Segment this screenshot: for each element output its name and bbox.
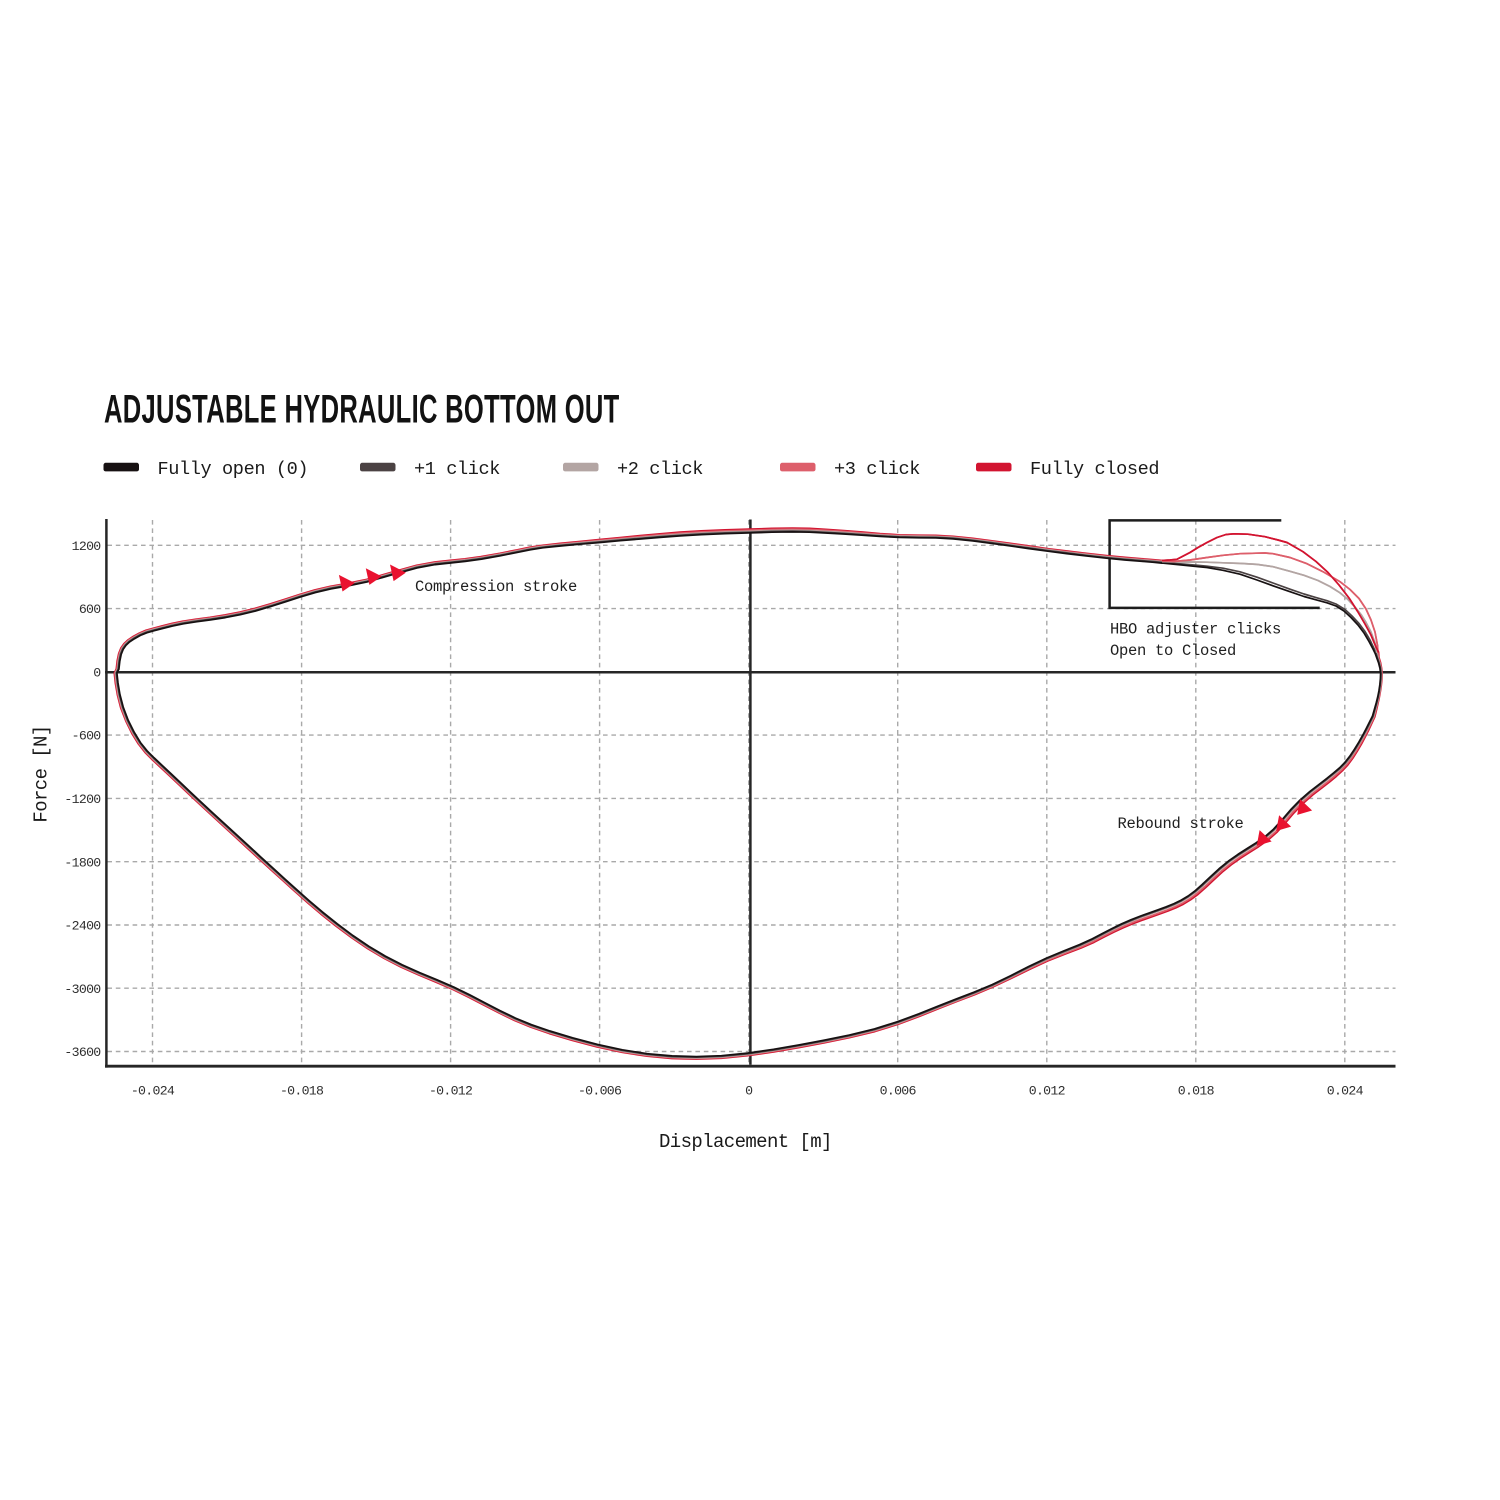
svg-text:0.006: 0.006 bbox=[880, 1084, 917, 1099]
svg-text:600: 600 bbox=[79, 602, 101, 617]
svg-text:0: 0 bbox=[93, 666, 101, 681]
svg-text:HBO adjuster clicks: HBO adjuster clicks bbox=[1110, 621, 1281, 639]
svg-text:0.012: 0.012 bbox=[1029, 1084, 1065, 1099]
svg-text:0: 0 bbox=[745, 1084, 753, 1099]
svg-text:Rebound stroke: Rebound stroke bbox=[1118, 815, 1244, 833]
svg-text:+2 click: +2 click bbox=[617, 459, 703, 480]
svg-text:-0.018: -0.018 bbox=[280, 1084, 324, 1099]
svg-text:-1800: -1800 bbox=[64, 855, 101, 870]
svg-text:+3 click: +3 click bbox=[834, 459, 920, 480]
svg-text:0.024: 0.024 bbox=[1327, 1084, 1364, 1099]
svg-text:-0.006: -0.006 bbox=[578, 1084, 622, 1099]
svg-text:+1 click: +1 click bbox=[414, 459, 500, 480]
svg-text:1200: 1200 bbox=[72, 539, 102, 554]
svg-text:-0.012: -0.012 bbox=[429, 1084, 472, 1099]
svg-text:Displacement [m]: Displacement [m] bbox=[659, 1131, 832, 1153]
svg-text:Fully closed: Fully closed bbox=[1030, 459, 1159, 480]
svg-text:0.018: 0.018 bbox=[1178, 1084, 1215, 1099]
svg-text:-600: -600 bbox=[72, 729, 102, 744]
svg-text:Fully open (0): Fully open (0) bbox=[158, 459, 309, 480]
svg-text:-1200: -1200 bbox=[64, 792, 101, 807]
svg-text:-3600: -3600 bbox=[64, 1045, 101, 1060]
svg-text:-0.024: -0.024 bbox=[131, 1084, 175, 1099]
svg-text:ADJUSTABLE HYDRAULIC BOTTOM OU: ADJUSTABLE HYDRAULIC BOTTOM OUT bbox=[104, 388, 620, 432]
svg-text:Open to Closed: Open to Closed bbox=[1110, 642, 1236, 660]
svg-text:Compression stroke: Compression stroke bbox=[415, 578, 577, 596]
svg-text:Force [N]: Force [N] bbox=[31, 725, 53, 822]
svg-text:-3000: -3000 bbox=[64, 982, 101, 997]
svg-text:-2400: -2400 bbox=[64, 919, 101, 934]
